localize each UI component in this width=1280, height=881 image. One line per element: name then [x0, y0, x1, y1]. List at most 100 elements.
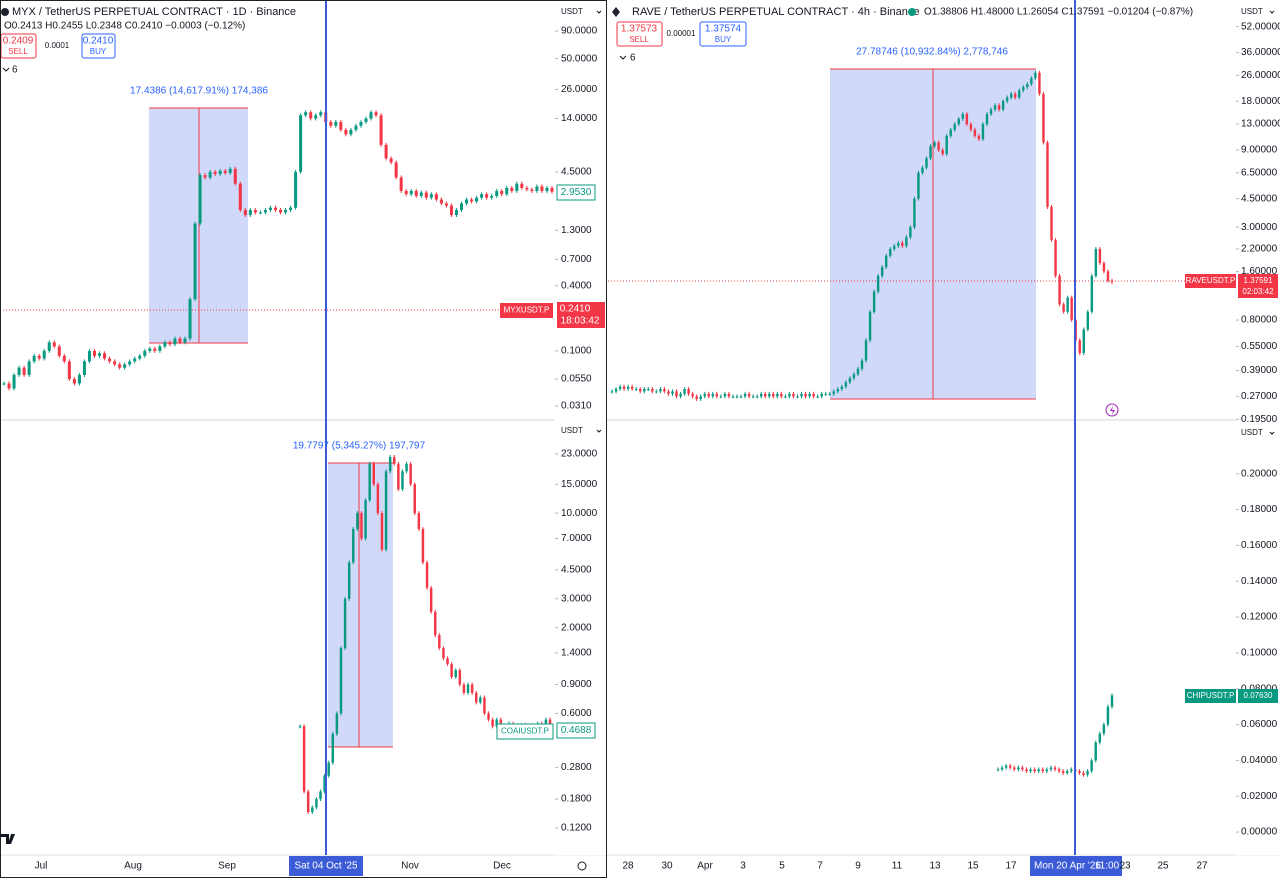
candle: [446, 656, 449, 667]
candle-body: [913, 198, 916, 228]
candle-body: [188, 299, 192, 339]
candle: [1000, 765, 1004, 772]
price-label: 0.06000: [1241, 719, 1278, 730]
time-label: 5: [779, 861, 785, 872]
candle-body: [329, 121, 333, 126]
candle: [380, 511, 384, 552]
indicator-count[interactable]: 6: [630, 53, 636, 64]
candle-body: [747, 393, 751, 397]
candle: [622, 384, 626, 391]
candle: [163, 340, 167, 349]
candle: [32, 353, 36, 364]
candle-body: [796, 396, 799, 398]
candle: [530, 187, 534, 193]
candle-body: [409, 190, 413, 195]
buy-button[interactable]: [81, 33, 116, 59]
chevron[interactable]: [2, 67, 10, 72]
price-label: 14.0000: [561, 113, 598, 124]
candle: [550, 185, 554, 194]
price-tag: [557, 302, 605, 328]
symbol-title: MYX / TetherUS PERPETUAL CONTRACT · 1D ·…: [12, 6, 296, 18]
candle-body: [108, 358, 112, 362]
candle-body: [399, 177, 403, 191]
candle: [368, 461, 371, 503]
candle: [639, 386, 642, 394]
candle-body: [1013, 767, 1016, 770]
price-label: 0.39000: [1241, 365, 1278, 376]
candle: [243, 208, 247, 217]
candle-body: [331, 733, 335, 763]
candle-body: [354, 125, 358, 130]
candle: [1013, 765, 1016, 772]
candle-body: [1078, 771, 1081, 773]
candle-body: [957, 118, 960, 125]
candle-body: [808, 393, 811, 397]
currency[interactable]: USDT: [561, 7, 583, 16]
price-label: 3.0000: [561, 593, 592, 604]
candle: [1094, 246, 1098, 278]
currency[interactable]: USDT: [561, 426, 583, 435]
candle: [153, 346, 157, 353]
candle-body: [133, 358, 137, 362]
candle: [1037, 767, 1040, 774]
candle-body: [298, 726, 302, 728]
candle-body: [840, 386, 844, 389]
candle-body: [1098, 733, 1102, 743]
candle-body: [309, 112, 313, 119]
candle-body: [32, 355, 36, 362]
measure-label: 19.7797 (5,345.27%) 197,797: [293, 441, 426, 452]
candle-body: [442, 648, 445, 659]
candle: [113, 359, 117, 367]
candle-body: [510, 187, 514, 191]
candle-body: [327, 762, 330, 776]
settings-icon[interactable]: [577, 861, 587, 871]
candle-body: [52, 342, 56, 347]
candle: [1001, 99, 1005, 112]
candle-body: [421, 528, 425, 563]
candle-body: [284, 210, 288, 213]
buy-button[interactable]: [699, 21, 747, 47]
candle-body: [751, 396, 755, 398]
candle: [909, 225, 912, 240]
candle: [17, 365, 21, 377]
indicator-count[interactable]: 6: [12, 65, 18, 76]
chevron[interactable]: [619, 55, 627, 60]
tag-price: 1.37591: [1244, 276, 1273, 285]
candle-body: [832, 391, 835, 394]
price-label: 0.14000: [1241, 576, 1278, 587]
candle: [824, 391, 827, 396]
candle: [414, 188, 418, 198]
candle-body: [768, 393, 771, 397]
candle: [268, 205, 272, 213]
symbol-tag-text: CHIPUSDT.P: [1187, 691, 1235, 700]
candle-body: [368, 463, 371, 501]
candle-body: [380, 513, 384, 550]
currency[interactable]: USDT: [1241, 428, 1263, 437]
candle: [309, 110, 313, 121]
candle: [977, 133, 981, 142]
currency[interactable]: USDT: [1241, 7, 1263, 16]
candle: [715, 391, 719, 399]
candle-body: [315, 799, 318, 808]
candle: [128, 359, 132, 367]
candle-body: [618, 386, 622, 389]
candle: [359, 119, 363, 128]
candle: [1030, 76, 1033, 87]
candle-body: [1098, 248, 1102, 264]
candle: [491, 717, 494, 729]
candle: [667, 389, 670, 396]
candle: [768, 391, 771, 399]
price-label: 0.18000: [1241, 504, 1278, 515]
candle: [1050, 204, 1053, 242]
candle-body: [319, 791, 322, 800]
candle: [273, 205, 277, 213]
candle-body: [707, 393, 710, 397]
candle: [458, 668, 462, 687]
sell-button[interactable]: [616, 21, 663, 47]
candle-body: [643, 388, 646, 392]
candle: [228, 166, 232, 175]
candle-body: [369, 112, 373, 119]
measure-box: [328, 463, 393, 747]
sell-label: SELL: [8, 47, 28, 56]
candle-body: [1005, 97, 1009, 102]
